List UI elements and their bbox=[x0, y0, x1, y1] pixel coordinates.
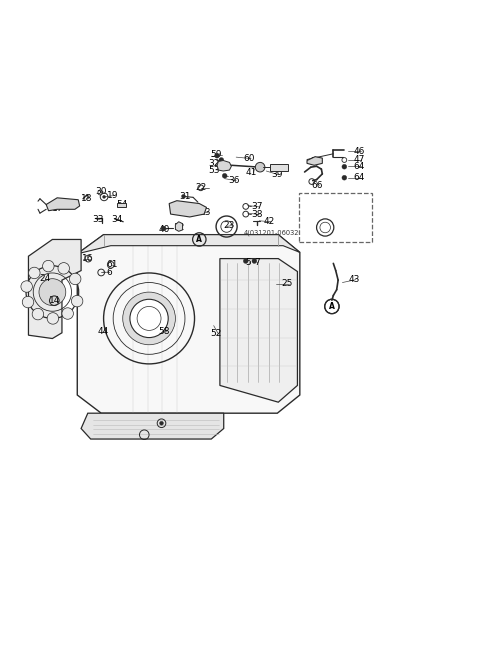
Polygon shape bbox=[46, 198, 80, 211]
Text: 69: 69 bbox=[318, 206, 332, 216]
Text: 5: 5 bbox=[245, 258, 251, 267]
Text: 25: 25 bbox=[282, 279, 293, 289]
Polygon shape bbox=[175, 222, 182, 232]
Circle shape bbox=[43, 260, 54, 272]
Text: 23: 23 bbox=[224, 221, 235, 230]
Text: 7: 7 bbox=[254, 258, 260, 267]
Circle shape bbox=[219, 157, 224, 163]
Text: 52: 52 bbox=[210, 329, 222, 338]
Polygon shape bbox=[28, 239, 81, 338]
Text: (060320-): (060320-) bbox=[302, 199, 338, 206]
Text: 40: 40 bbox=[158, 225, 170, 234]
Text: 33: 33 bbox=[93, 215, 104, 224]
Text: 19: 19 bbox=[107, 191, 119, 200]
Circle shape bbox=[252, 258, 257, 264]
Text: 35: 35 bbox=[174, 202, 186, 211]
Circle shape bbox=[255, 163, 265, 172]
Bar bbox=[117, 203, 126, 207]
Text: 53: 53 bbox=[208, 165, 220, 174]
Circle shape bbox=[159, 421, 163, 425]
Text: A: A bbox=[329, 302, 335, 311]
Text: 59: 59 bbox=[210, 150, 221, 159]
Polygon shape bbox=[169, 201, 206, 217]
Polygon shape bbox=[307, 157, 323, 165]
Text: 61: 61 bbox=[106, 260, 118, 270]
Text: 36: 36 bbox=[228, 176, 240, 185]
Text: 42: 42 bbox=[264, 217, 275, 226]
Text: 54: 54 bbox=[116, 201, 127, 209]
Circle shape bbox=[123, 292, 175, 345]
Circle shape bbox=[21, 281, 33, 293]
Text: 66: 66 bbox=[312, 181, 324, 190]
Polygon shape bbox=[77, 235, 300, 254]
Text: 12: 12 bbox=[174, 222, 186, 232]
Text: 37: 37 bbox=[252, 203, 263, 211]
Text: 64: 64 bbox=[353, 162, 365, 171]
Text: 38: 38 bbox=[252, 210, 263, 219]
Text: 60: 60 bbox=[243, 154, 255, 163]
Text: 18: 18 bbox=[81, 194, 93, 203]
Circle shape bbox=[70, 273, 81, 285]
Text: 45: 45 bbox=[309, 157, 320, 166]
Circle shape bbox=[215, 154, 219, 158]
Text: 64: 64 bbox=[353, 173, 365, 182]
Polygon shape bbox=[217, 161, 231, 171]
Circle shape bbox=[62, 308, 73, 319]
Circle shape bbox=[72, 295, 83, 307]
Text: 31: 31 bbox=[179, 192, 191, 201]
Text: 43: 43 bbox=[348, 275, 360, 284]
Circle shape bbox=[161, 226, 166, 231]
Circle shape bbox=[243, 258, 248, 264]
Text: 44: 44 bbox=[97, 327, 108, 337]
Text: A: A bbox=[196, 235, 202, 244]
Text: 58: 58 bbox=[158, 327, 170, 337]
Circle shape bbox=[130, 299, 168, 338]
Text: 41: 41 bbox=[246, 169, 257, 177]
Circle shape bbox=[39, 279, 66, 306]
Text: 14: 14 bbox=[48, 296, 60, 305]
Text: 24: 24 bbox=[39, 274, 50, 283]
Text: 22: 22 bbox=[195, 183, 206, 192]
Text: 34: 34 bbox=[112, 215, 123, 224]
Text: 6: 6 bbox=[106, 268, 112, 277]
Circle shape bbox=[47, 313, 59, 324]
Text: 16: 16 bbox=[82, 254, 94, 263]
Text: 32: 32 bbox=[208, 159, 220, 169]
Circle shape bbox=[342, 164, 347, 169]
Text: 13: 13 bbox=[200, 208, 212, 217]
Text: 17: 17 bbox=[52, 204, 64, 213]
Circle shape bbox=[222, 173, 227, 178]
Text: 39: 39 bbox=[271, 171, 283, 179]
Polygon shape bbox=[81, 413, 224, 439]
Polygon shape bbox=[270, 164, 288, 171]
Text: 4(031201-060320): 4(031201-060320) bbox=[244, 230, 306, 236]
Polygon shape bbox=[77, 235, 300, 413]
Circle shape bbox=[342, 175, 347, 180]
Circle shape bbox=[32, 308, 44, 320]
FancyBboxPatch shape bbox=[299, 193, 372, 242]
Text: 47: 47 bbox=[353, 155, 365, 164]
Circle shape bbox=[29, 267, 40, 279]
Circle shape bbox=[58, 262, 70, 274]
Polygon shape bbox=[220, 258, 298, 402]
Circle shape bbox=[103, 195, 106, 198]
Circle shape bbox=[181, 194, 185, 198]
Text: 46: 46 bbox=[353, 147, 365, 156]
Text: 30: 30 bbox=[96, 187, 107, 196]
Circle shape bbox=[22, 297, 34, 308]
